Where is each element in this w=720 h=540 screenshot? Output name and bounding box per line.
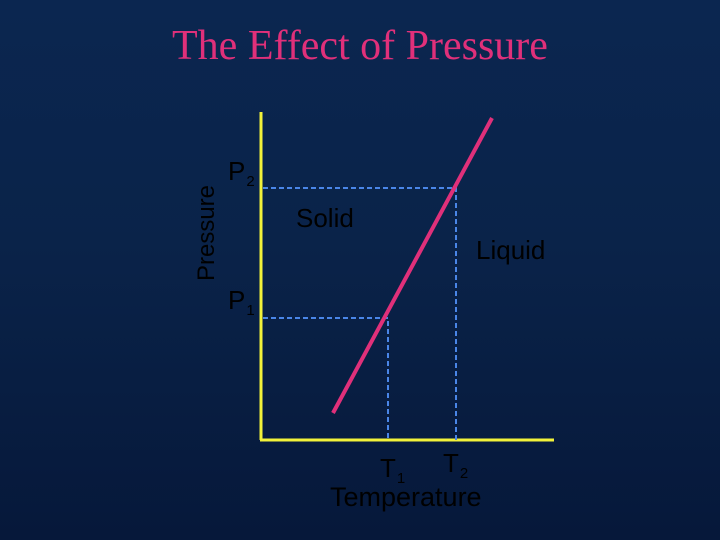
region-label-solid: Solid [296,203,354,233]
y-axis-label: Pressure [193,184,220,282]
x-axis-label: Temperature [330,482,482,512]
label-p2: P2 [228,156,255,190]
slide-title: The Effect of Pressure [172,23,548,69]
guide-p1-t1 [263,317,389,440]
label-t2: T2 [443,448,469,482]
region-label-liquid: Liquid [476,235,546,265]
label-p1: P1 [228,285,255,319]
guide-p2-t2 [263,187,457,440]
melting-boundary-line [331,117,494,414]
label-t1: T1 [380,453,406,487]
